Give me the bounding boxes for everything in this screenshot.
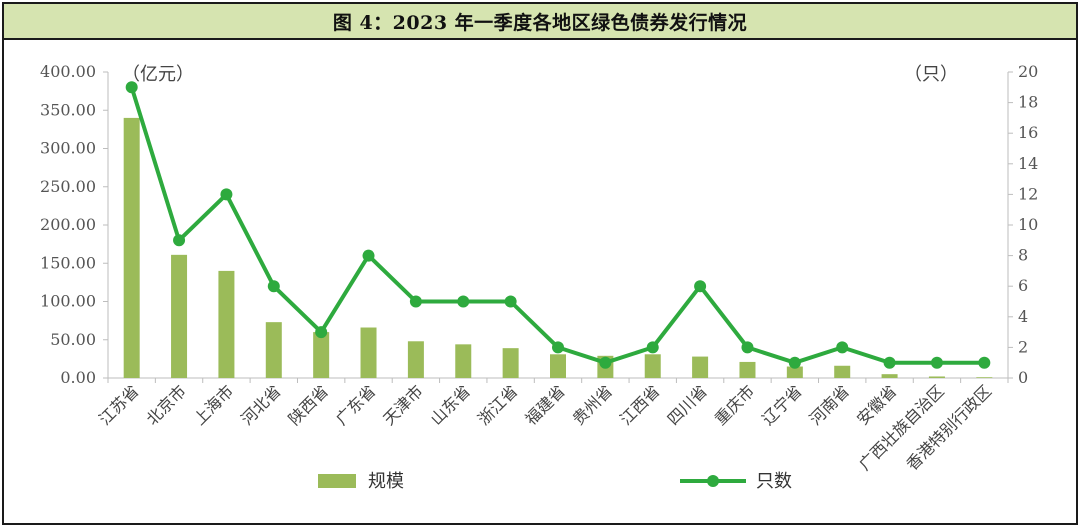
- category-label: 上海市: [190, 381, 237, 428]
- bar-上海市: [218, 270, 235, 378]
- left-tick-label: 150.00: [40, 253, 96, 272]
- left-tick-label: 300.00: [40, 139, 96, 158]
- right-tick-label: 2: [1018, 337, 1028, 356]
- bar-河北省: [265, 322, 282, 378]
- left-tick-label: 100.00: [40, 292, 96, 311]
- count-point-北京市: [173, 234, 186, 247]
- bar-江苏省: [123, 117, 140, 379]
- category-label: 辽宁省: [758, 381, 805, 428]
- category-label: 广东省: [332, 381, 379, 428]
- right-tick-label: 16: [1018, 123, 1038, 142]
- category-label: 贵州省: [569, 381, 616, 428]
- category-label: 江苏省: [95, 381, 142, 428]
- category-label: 广西壮族自治区: [855, 381, 948, 474]
- count-point-香港特别行政区: [978, 356, 991, 369]
- bar-山东省: [455, 344, 472, 378]
- bar-陕西省: [313, 332, 330, 378]
- right-tick-label: 4: [1018, 307, 1028, 326]
- bar-香港特别行政区: [976, 377, 993, 378]
- category-label: 香港特别行政区: [903, 381, 996, 474]
- category-label: 陕西省: [285, 381, 332, 428]
- right-tick-label: 6: [1018, 276, 1028, 295]
- category-label: 河北省: [237, 381, 284, 428]
- category-label: 山东省: [427, 381, 474, 428]
- bar-北京市: [171, 254, 188, 378]
- category-label: 河南省: [806, 381, 853, 428]
- left-tick-label: 0.00: [60, 368, 96, 387]
- left-axis-unit: （亿元）: [122, 64, 194, 85]
- legend-line-marker: [707, 475, 719, 487]
- count-point-上海市: [220, 188, 233, 201]
- count-point-河南省: [836, 341, 849, 354]
- chart-svg: 0.00 50.00 100.00 150.00 200.00 250.00 300.00 3…: [40, 62, 1038, 492]
- category-label: 天津市: [379, 381, 426, 428]
- right-tick-label: 20: [1018, 62, 1038, 81]
- count-point-江苏省: [125, 81, 138, 94]
- bar-江西省: [644, 354, 661, 378]
- bar-浙江省: [502, 348, 519, 378]
- count-point-广东省: [362, 249, 375, 262]
- count-point-辽宁省: [788, 356, 801, 369]
- bar-重庆市: [739, 361, 756, 378]
- count-point-广西壮族自治区: [930, 356, 943, 369]
- category-label: 四川省: [664, 381, 711, 428]
- count-line: [129, 86, 985, 365]
- category-label: 浙江省: [474, 381, 521, 428]
- right-axis-unit: （只）: [904, 64, 958, 85]
- legend-bar-swatch: [318, 474, 356, 488]
- count-point-重庆市: [741, 341, 754, 354]
- category-label: 江西省: [616, 381, 663, 428]
- category-label: 重庆市: [711, 381, 758, 428]
- count-point-安徽省: [883, 356, 896, 369]
- chart-title: 图 4：2023 年一季度各地区绿色债券发行情况: [332, 11, 748, 34]
- count-point-福建省: [552, 341, 564, 354]
- left-tick-label: 50.00: [50, 330, 96, 349]
- category-label: 福建省: [521, 381, 568, 428]
- bar-辽宁省: [786, 366, 803, 378]
- legend-line-label: 只数: [756, 471, 792, 492]
- right-tick-label: 18: [1018, 93, 1038, 112]
- right-tick-label: 0: [1018, 368, 1028, 387]
- left-tick-label: 350.00: [40, 100, 96, 119]
- bar-四川省: [692, 356, 709, 378]
- bar-河南省: [834, 365, 851, 378]
- count-point-四川省: [694, 280, 707, 293]
- title-bar: 图 4：2023 年一季度各地区绿色债券发行情况: [4, 4, 1076, 40]
- left-tick-label: 200.00: [40, 215, 96, 234]
- count-point-贵州省: [599, 356, 612, 369]
- count-point-浙江省: [504, 295, 517, 308]
- legend-bar-label: 规模: [368, 471, 404, 492]
- bar-天津市: [407, 341, 424, 378]
- bar-安徽省: [881, 374, 898, 378]
- bar-广东省: [360, 327, 377, 378]
- left-tick-label: 250.00: [40, 177, 96, 196]
- left-tick-label: 400.00: [40, 62, 96, 81]
- count-point-河北省: [267, 280, 280, 293]
- bar-广西壮族自治区: [928, 376, 945, 378]
- count-point-山东省: [457, 295, 470, 308]
- count-point-陕西省: [315, 326, 328, 339]
- bar-福建省: [550, 354, 566, 378]
- right-tick-label: 8: [1018, 246, 1028, 265]
- count-point-江西省: [646, 341, 659, 354]
- right-tick-label: 14: [1018, 154, 1038, 173]
- count-point-天津市: [409, 295, 422, 308]
- right-tick-label: 10: [1018, 215, 1038, 234]
- category-label: 北京市: [142, 381, 189, 428]
- right-tick-label: 12: [1018, 184, 1038, 203]
